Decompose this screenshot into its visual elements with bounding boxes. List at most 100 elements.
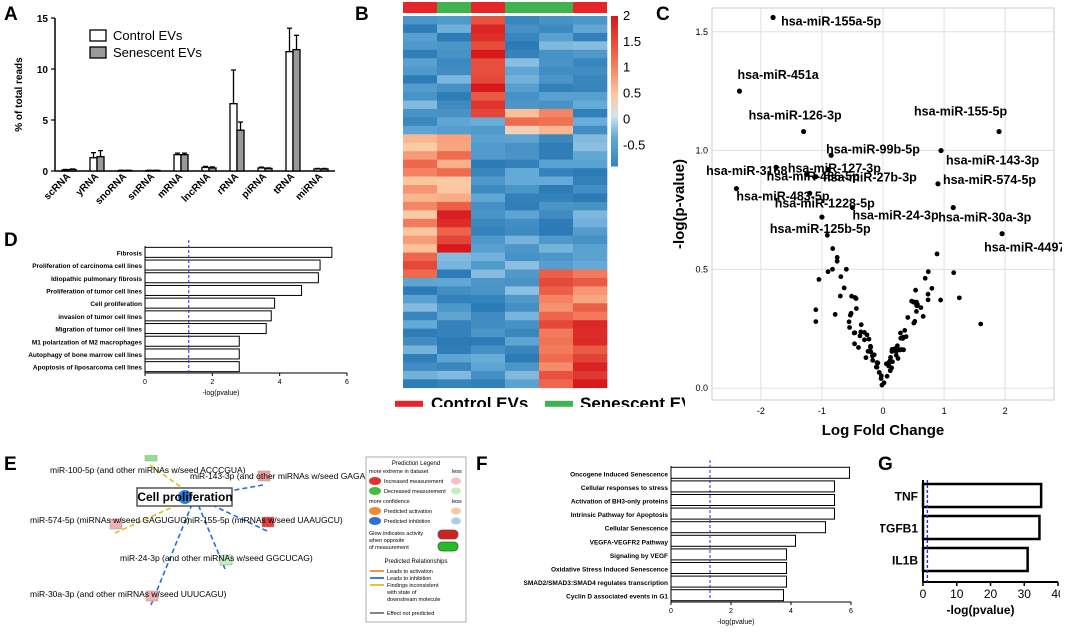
mirna-node-label: miR-30a-3p (and other miRNAs w/seed UUUC… [30,589,227,599]
legend-swatch-control [395,400,423,407]
data-point [951,270,957,276]
heatmap-cell [437,201,472,211]
heatmap-cell [403,337,438,346]
category-label: Signaling by VEGF [610,553,668,560]
data-point [929,285,935,291]
heatmap-cell [573,75,608,84]
labeled-point [770,14,776,21]
heatmap-cell [471,176,506,186]
legend-swatch-senescent [545,400,573,407]
heatmap-cell [505,311,540,321]
heatmap-cell [573,218,608,228]
x-tick-label: rRNA [215,171,241,197]
heatmap-cell [471,142,506,152]
heatmap-cell [505,294,540,304]
heatmap-cell [437,210,472,220]
x-tick-label: 4 [278,379,282,386]
point-label: hsa-miR-3168 [706,164,787,178]
scale-bar-segment [611,58,618,62]
data-point [834,258,840,264]
y-tick-label: 10 [37,65,49,76]
heatmap-cell [573,176,608,186]
labeled-point [935,181,941,187]
scale-bar-segment [611,31,618,35]
legend-node [369,477,381,485]
heatmap-cell [403,66,438,76]
heatmap-cell [471,134,506,144]
labeled-point [736,88,743,94]
heatmap-cell [573,337,608,346]
heatmap-cell [471,24,506,34]
x-tick-label: 40 [1051,587,1060,601]
heatmap-cell [471,337,506,346]
heatmap-cell [539,286,574,296]
heatmap-cell [471,362,506,372]
heatmap-cell [403,193,438,203]
heatmap-cell [573,227,608,236]
scale-tick-label: 1.5 [623,34,641,49]
mirna-node-label: miR-143-3p (and other miRNAs w/seed GAGA… [190,471,387,481]
network-edge [150,496,196,606]
heatmap-cell [573,252,608,262]
legend-node [369,507,381,515]
scale-bar-segment [611,136,618,140]
heatmap-cell [471,125,506,135]
column-group-bar [471,2,505,13]
point-label: hsa-miR-451a [737,68,819,82]
y-tick-label: 0.0 [695,383,708,393]
heatmap-cell [437,32,472,42]
heatmap-cell [505,49,540,59]
heatmap-cell [505,176,540,186]
center-node-marker [178,490,192,504]
scale-bar-segment [611,97,618,101]
heatmap-cell [403,354,438,363]
bar [144,310,272,322]
heatmap-cell [403,100,438,110]
mirna-node-label: miR-574-5p (miRNAs w/seed GAGUGUG) [30,515,190,525]
heatmap-cell [403,269,438,279]
panel-b-heatmap: 2 1.5 1 0.5 0 -0.5 Control EVs Senescent EVs [395,2,685,407]
bar [670,480,835,493]
heatmap-cell [403,345,438,355]
panel-letter-f: F [476,454,488,475]
heatmap-cell [437,227,472,236]
heatmap-cell [437,75,472,84]
heatmap-cell [471,210,506,220]
heatmap-cell [437,277,472,287]
x-tick-label: 30 [1018,587,1032,601]
heatmap-cell [471,193,506,203]
data-point [925,269,931,275]
heatmap-cell [403,277,438,287]
x-tick-label: 6 [345,379,349,386]
heatmap-cell [573,244,608,253]
data-point [852,341,857,347]
heatmap-cell [403,58,438,67]
data-point [895,356,901,361]
heatmap-cell [437,193,472,203]
scale-tick-label: 1 [623,60,630,75]
heatmap-cell [539,58,574,67]
heatmap-cell [573,24,608,34]
scale-bar-segment [611,16,618,20]
scale-bar-segment [611,94,618,98]
legend-text: Increased measurement [384,479,444,485]
heatmap-cell [505,185,540,194]
heatmap-cell [505,345,540,355]
column-group-bar [573,2,607,13]
heatmap-cell [539,227,574,236]
category-label: Autophagy of bone marrow cell lines [28,352,142,359]
scale-bar-segment [611,28,618,32]
bar [144,259,321,271]
scale-bar-segment [611,82,618,86]
mirna-node-icon [257,470,271,482]
heatmap-cell [403,244,438,253]
labeled-point [807,190,813,196]
heatmap-cell [573,303,608,313]
heatmap-cell [471,83,506,93]
heatmap-cell [505,227,540,236]
panel-d-pathway-bars: Fibrosis Proliferation of carcinoma cell … [28,240,349,397]
labeled-point [733,185,740,192]
heatmap-cell [437,92,472,101]
point-label: hsa-miR-574-5p [943,173,1036,187]
heatmap-cell [471,185,506,194]
